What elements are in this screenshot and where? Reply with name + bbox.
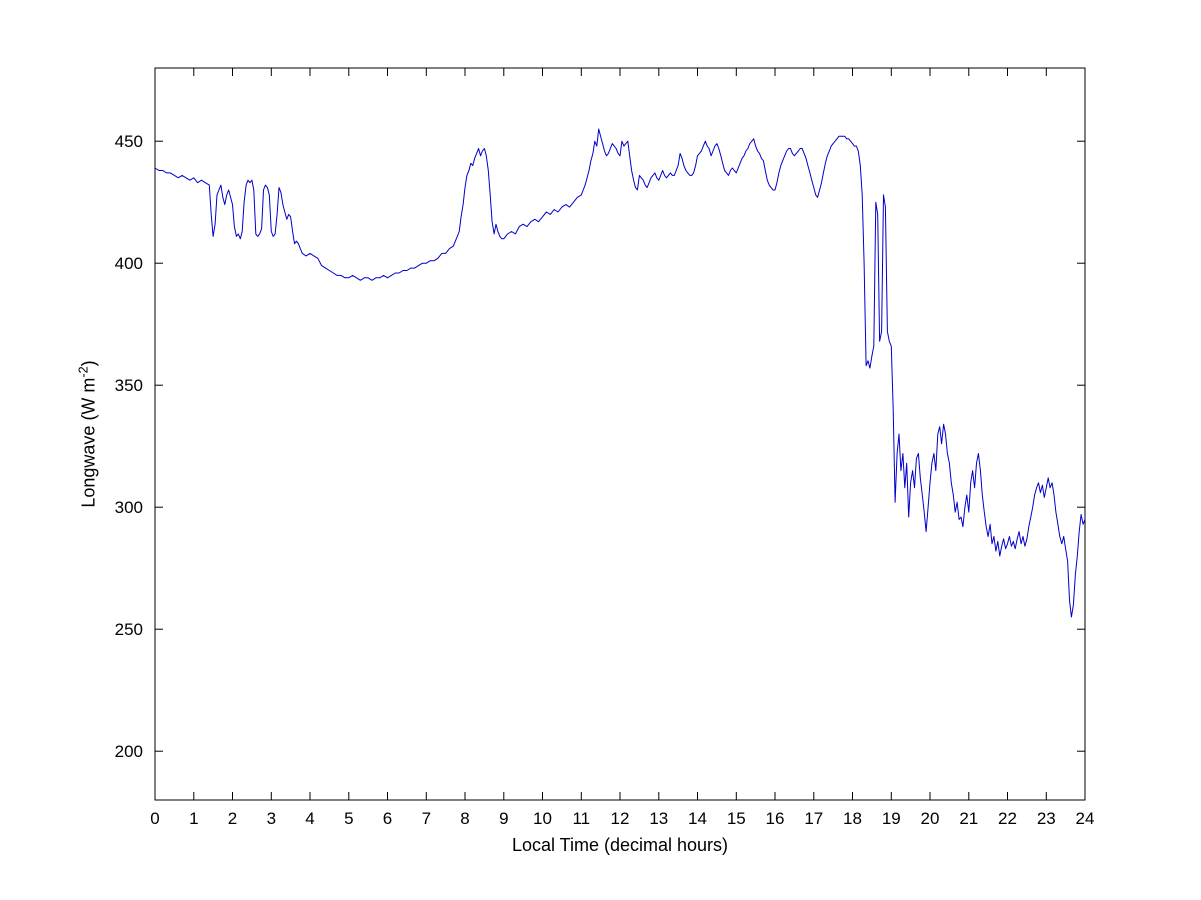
x-tick-label: 7 — [422, 809, 431, 828]
x-tick-label: 4 — [305, 809, 314, 828]
x-tick-label: 11 — [572, 809, 590, 828]
x-tick-label: 1 — [189, 809, 198, 828]
x-axis-label: Local Time (decimal hours) — [511, 835, 729, 855]
y-axis-label: Longwave (W m-2) — [77, 360, 100, 507]
x-tick-label: 12 — [611, 809, 630, 828]
x-tick-label: 6 — [383, 809, 392, 828]
y-tick-label: 400 — [115, 254, 143, 273]
y-axis-label-text: Longwave (W m — [78, 377, 99, 508]
x-tick-label: 17 — [804, 809, 823, 828]
x-tick-label: 10 — [533, 809, 552, 828]
y-axis-label-superscript: -2 — [76, 366, 91, 378]
x-tick-label: 5 — [344, 809, 353, 828]
y-tick-label: 450 — [115, 132, 143, 151]
y-tick-label: 250 — [115, 620, 143, 639]
x-tick-label: 19 — [882, 809, 901, 828]
y-tick-label: 350 — [115, 376, 143, 395]
x-tick-label: 13 — [649, 809, 668, 828]
x-tick-label: 22 — [998, 809, 1017, 828]
x-tick-label: 14 — [688, 809, 707, 828]
x-tick-label: 0 — [150, 809, 159, 828]
x-tick-label: 2 — [228, 809, 237, 828]
x-tick-label: 20 — [921, 809, 940, 828]
x-tick-label: 3 — [267, 809, 276, 828]
x-tick-label: 18 — [843, 809, 862, 828]
x-tick-label: 9 — [499, 809, 508, 828]
x-tick-label: 16 — [766, 809, 785, 828]
y-tick-label: 300 — [115, 498, 143, 517]
x-tick-label: 23 — [1037, 809, 1056, 828]
longwave-data-line — [154, 128, 1086, 618]
x-tick-label: 24 — [1076, 809, 1095, 828]
y-axis-label-close: ) — [78, 360, 99, 367]
x-tick-label: 15 — [727, 809, 746, 828]
y-tick-label: 200 — [115, 742, 143, 761]
x-tick-label: 21 — [959, 809, 978, 828]
x-tick-label: 8 — [460, 809, 469, 828]
